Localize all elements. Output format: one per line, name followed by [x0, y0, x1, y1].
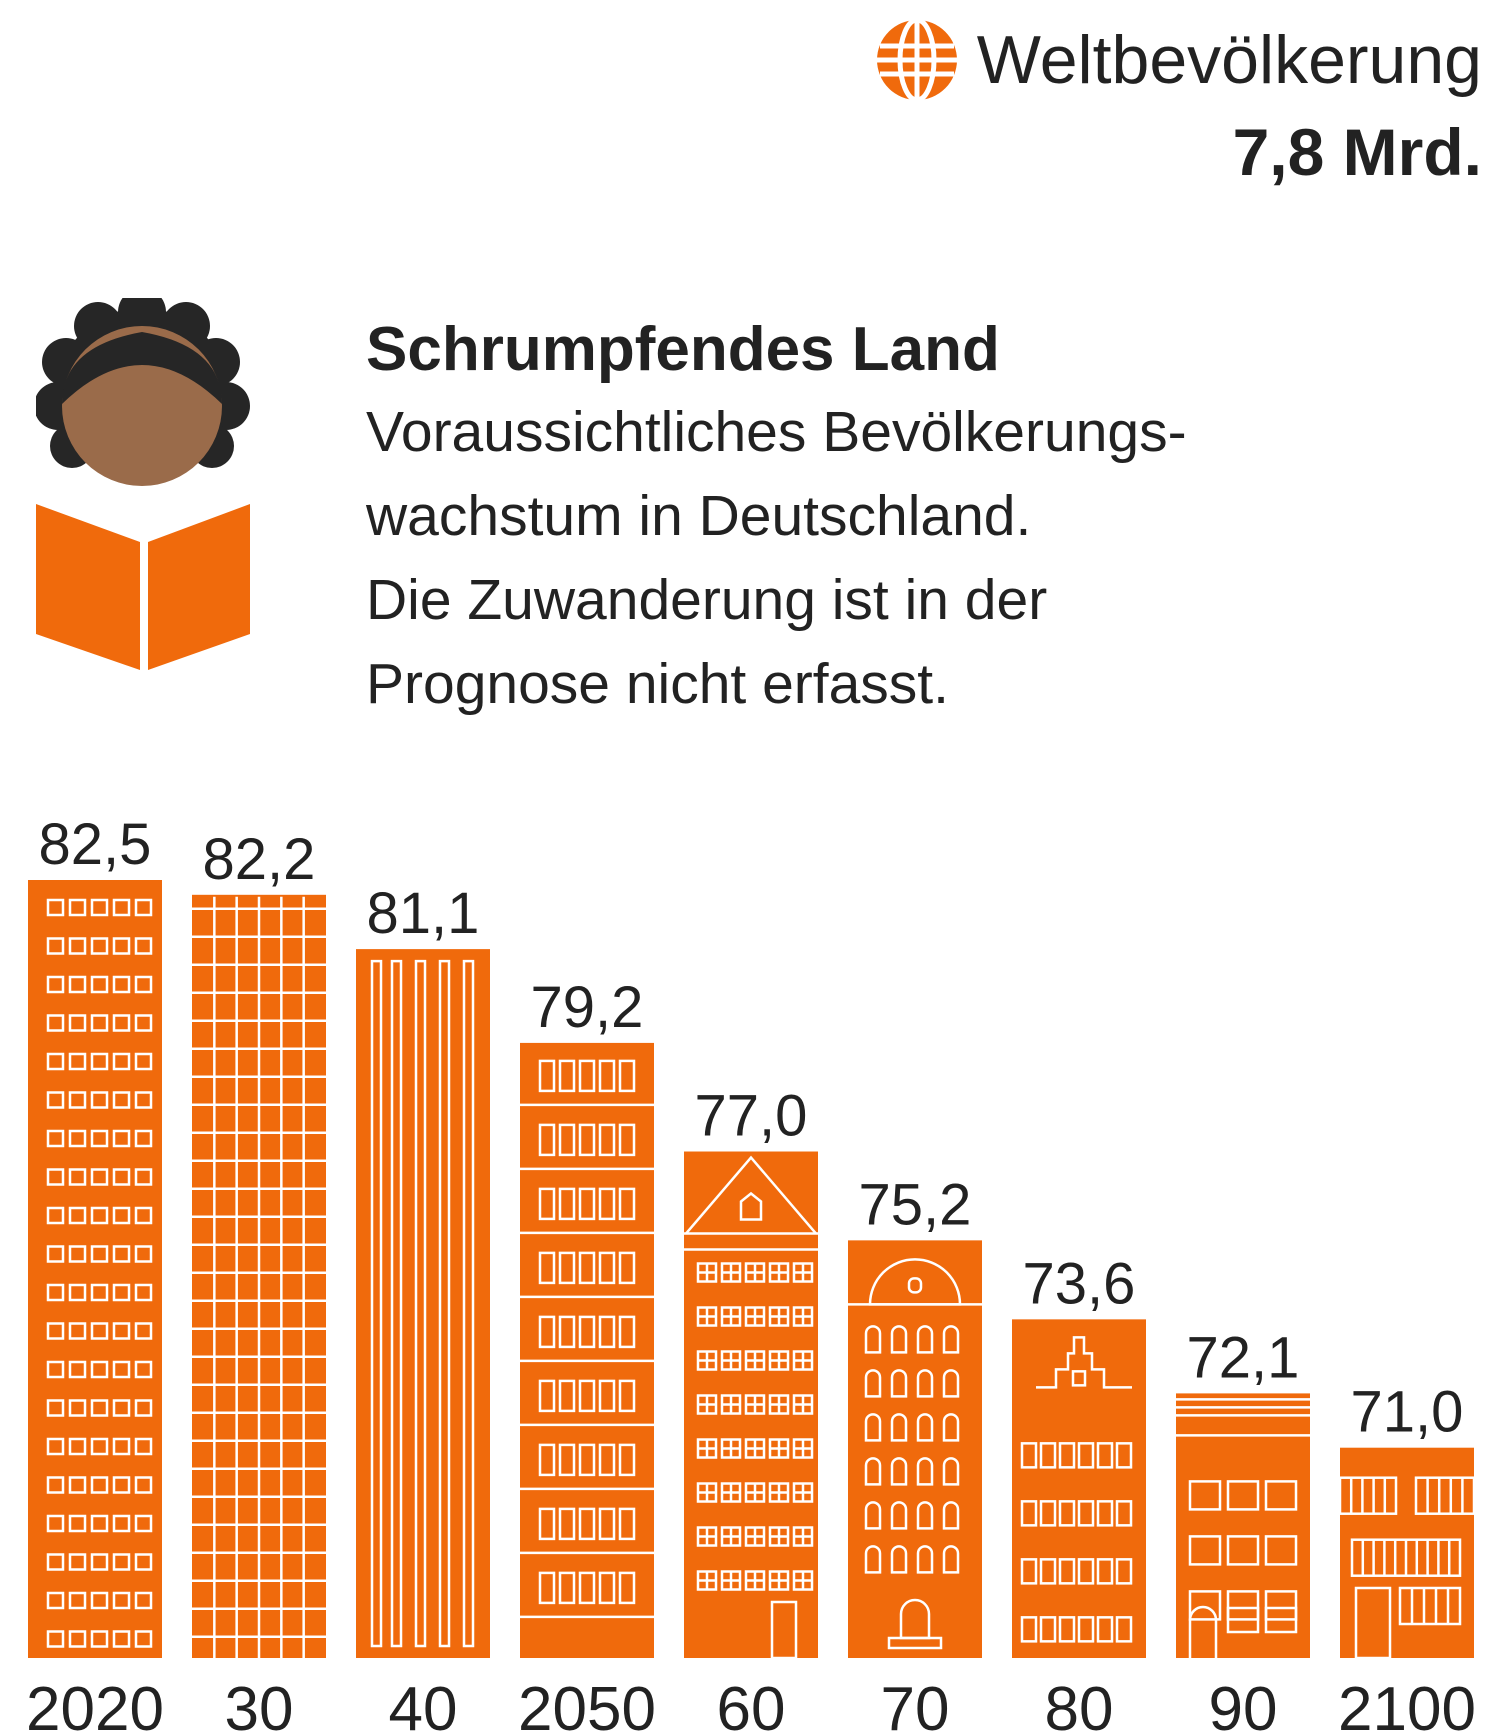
- bar-2020: [28, 880, 162, 1658]
- building-facade: [684, 1155, 818, 1660]
- value-label: 77,0: [695, 1084, 808, 1149]
- building-facade: [46, 898, 153, 1648]
- intro-line-2: wachstum in Deutschland.: [366, 484, 1032, 548]
- bar-70: [848, 1240, 982, 1658]
- category-label: 2020: [26, 1675, 164, 1735]
- value-label: 72,1: [1187, 1325, 1300, 1390]
- building-facade: [192, 896, 326, 1658]
- globe-icon: [876, 18, 957, 102]
- category-label: 70: [881, 1675, 950, 1735]
- value-label: 73,6: [1023, 1251, 1136, 1316]
- bar-80: [1012, 1319, 1146, 1658]
- value-label: 81,1: [367, 881, 480, 946]
- value-label: 75,2: [859, 1172, 972, 1237]
- category-label: 2100: [1338, 1675, 1476, 1735]
- intro-text: Schrumpfendes Land Voraussichtliches Bev…: [366, 310, 1476, 726]
- building-facade: [1176, 1398, 1310, 1658]
- bar-2050: [520, 1042, 654, 1658]
- bar-2100: [1338, 1447, 1476, 1660]
- bar-body: [356, 949, 490, 1658]
- building-facade: [520, 1059, 654, 1619]
- intro-line-4: Prognose nicht erfasst.: [366, 652, 949, 716]
- category-label: 60: [717, 1675, 786, 1735]
- bar-body: [28, 880, 162, 1658]
- category-label: 2050: [518, 1675, 656, 1735]
- building-facade: [1020, 1336, 1133, 1643]
- building-facade: [848, 1258, 982, 1650]
- category-label: 40: [389, 1675, 458, 1735]
- intro-line-3: Die Zuwanderung ist in der: [366, 568, 1048, 632]
- value-label: 82,5: [39, 812, 152, 877]
- building-facade: [370, 959, 475, 1648]
- category-label: 90: [1209, 1675, 1278, 1735]
- world-population-label: Weltbevölkerung: [976, 22, 1482, 98]
- value-label: 79,2: [531, 975, 644, 1040]
- intro-line-1: Voraussichtliches Bevölkerungs-: [366, 400, 1187, 464]
- bar-body: [848, 1240, 982, 1658]
- bar-body: [520, 1042, 654, 1658]
- value-label: 71,0: [1351, 1380, 1464, 1445]
- building-facade: [1338, 1476, 1476, 1660]
- bar-40: [356, 949, 490, 1658]
- category-label: 80: [1045, 1675, 1114, 1735]
- bar-body: [1012, 1319, 1146, 1658]
- category-label: 30: [225, 1675, 294, 1735]
- intro-headline: Schrumpfendes Land: [366, 315, 1000, 384]
- world-population: Weltbevölkerung 7,8 Mrd.: [875, 18, 1482, 196]
- world-population-row: Weltbevölkerung: [875, 18, 1482, 102]
- reading-child-icon: [36, 298, 250, 670]
- book-icon: [36, 504, 250, 670]
- value-label: 82,2: [203, 827, 316, 892]
- bar-90: [1176, 1393, 1310, 1658]
- population-chart: 82,5 2020 82,2 30 81,1 40 79,2 2050 77,0 60 75,2 70…: [26, 812, 1476, 1735]
- bar-60: [684, 1151, 818, 1660]
- bar-body: [1176, 1393, 1310, 1658]
- world-population-value: 7,8 Mrd.: [1232, 115, 1482, 189]
- bar-30: [192, 894, 326, 1658]
